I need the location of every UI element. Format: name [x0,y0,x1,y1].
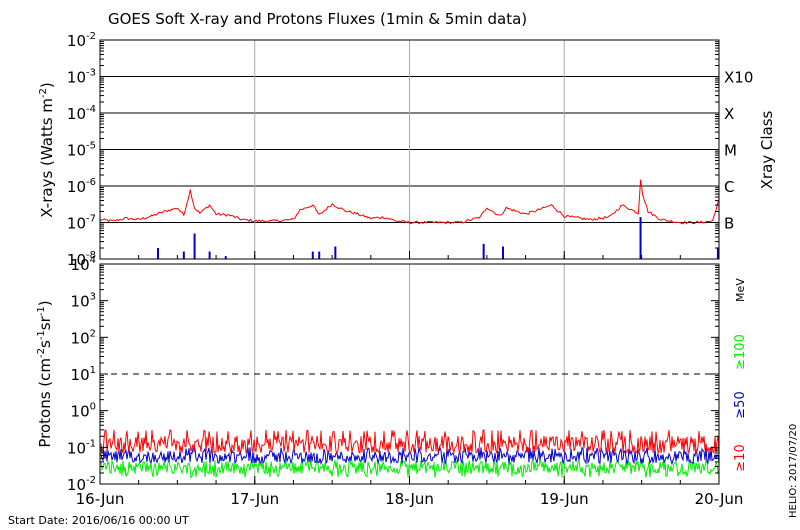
protons-energy-label: ≥50 [733,391,748,418]
xray-tick-label: 10-7 [67,214,96,233]
protons-series-red [100,429,720,455]
protons-unit-label: MeV [734,278,747,302]
xray-yticks: 10-8 10-7 10-6 10-5 10-4 10-3 10-2 [67,31,719,269]
protons-tick-label: 102 [71,328,96,347]
protons-y-axis-label: Protons (cm-2s-1sr-1) [36,300,54,447]
x-tick-label: 20-Jun [695,490,744,508]
protons-tick-label: 103 [71,292,96,311]
protons-yticks: 10-2 10-1 100 101 102 103 104 [67,255,719,494]
credit-label: HELIO: 2017/07/20 [788,424,799,518]
xray-tick-label: 10-2 [67,31,96,50]
xray-class-label: C [724,178,734,196]
x-tick-label: 19-Jun [540,490,589,508]
xray-class-label: X10 [724,69,753,87]
x-tick-label: 16-Jun [76,490,125,508]
x-tick-label: 17-Jun [230,490,279,508]
protons-tick-label: 10-2 [67,475,96,494]
protons-energy-labels: MeV ≥10 ≥50 ≥100 [733,278,748,472]
xray-grid [100,40,719,259]
xray-red-line [99,179,720,225]
protons-series-green [100,458,720,479]
protons-energy-label: ≥10 [733,444,748,471]
protons-red-line [100,429,720,455]
xray-class-label: X [724,105,734,123]
xray-tick-label: 10-3 [67,68,96,87]
protons-energy-label: ≥100 [733,334,748,370]
xray-class-label: B [724,215,734,233]
protons-panel: 10-2 10-1 100 101 102 103 104 Protons (cm-2s-1… [36,255,748,494]
xray-series-red [99,179,720,225]
xray-class-labels: B CM X X10 [724,69,753,233]
xray-tick-label: 10-4 [67,104,96,123]
protons-green-line [100,458,720,479]
xray-class-label: M [724,142,737,160]
xray-tick-label: 10-6 [67,177,96,196]
xray-class-axis-label: Xray Class [758,110,776,189]
xray-tick-label: 10-5 [67,141,96,160]
protons-tick-label: 10-1 [67,438,96,457]
xray-panel: 10-8 10-7 10-6 10-5 10-4 10-3 10-2 B CM X X10 X-r… [38,31,776,269]
protons-tick-label: 100 [71,402,96,421]
xray-tick-label: 10-8 [67,250,96,269]
protons-tick-label: 101 [71,365,96,384]
x-tick-labels: 16-Jun 17-Jun 18-Jun 19-Jun 20-Jun [76,251,744,508]
xray-series-blue [157,217,719,259]
protons-tick-label: 104 [71,255,96,274]
xray-y-axis-label: X-rays (Watts m-2) [38,82,56,217]
chart-title: GOES Soft X-ray and Protons Fluxes (1min… [108,10,527,28]
start-date-label: Start Date: 2016/06/16 00:00 UT [8,514,189,527]
x-tick-label: 18-Jun [385,490,434,508]
